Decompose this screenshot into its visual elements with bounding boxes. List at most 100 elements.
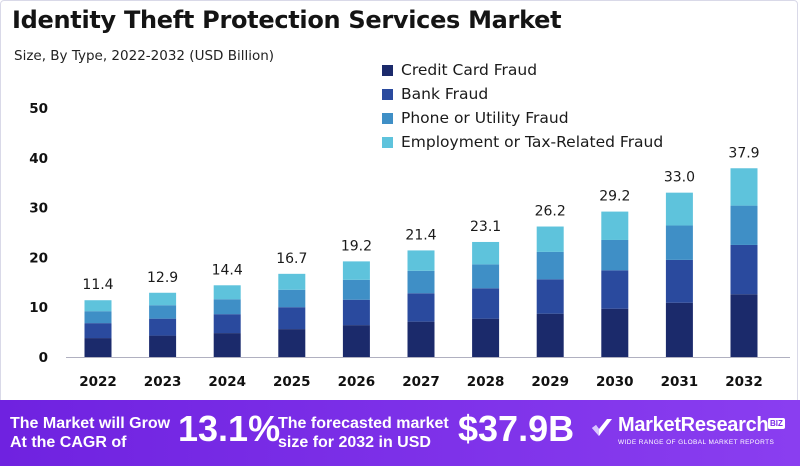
y-tick-label: 40 [29,151,48,167]
bar-segment [342,279,370,300]
bar-segment [84,323,112,339]
stacked-bar-chart: 0102030405011.4202212.9202314.4202416.72… [29,101,790,390]
legend-item-employment-or-tax-related-fraud: Employment or Tax-Related Fraud [382,130,663,154]
bar-segment [665,259,693,303]
bar-segment [407,250,435,271]
y-tick-label: 10 [29,300,48,316]
x-tick-label: 2031 [661,374,699,390]
bar-segment [730,205,758,245]
bar-segment [472,318,500,357]
bar-segment [213,314,241,334]
forecast-value: $37.9B [458,408,575,449]
bar-segment [665,192,693,226]
x-tick-label: 2026 [338,374,376,390]
legend-item-phone-or-utility-fraud: Phone or Utility Fraud [382,106,663,130]
bar-segment [84,311,112,324]
x-tick-label: 2025 [273,374,311,390]
y-tick-label: 0 [39,350,48,366]
x-tick-label: 2027 [402,374,440,390]
bar-segment [730,244,758,295]
cagr-caption: The Market will Grow At the CAGR of [10,414,170,452]
footer-banner: The Market will Grow At the CAGR of 13.1… [0,400,800,466]
bar-segment [407,270,435,294]
bar-segment [342,299,370,326]
bar-total-label: 12.9 [147,270,178,286]
bar-total-label: 29.2 [599,189,630,205]
bar-segment [342,261,370,280]
bar-segment [472,241,500,265]
bar-segment [665,302,693,357]
x-tick-label: 2024 [208,374,246,390]
legend-swatch [382,88,393,100]
legend-item-bank-fraud: Bank Fraud [382,82,663,106]
bar-segment [278,329,306,357]
bar-segment [536,313,564,357]
bar-segment [149,318,177,336]
brand-badge: BIZ [768,418,785,429]
cagr-caption-line-1: The Market will Grow [10,415,171,432]
chart-title: Identity Theft Protection Services Marke… [12,6,562,34]
cagr-caption-line-2: At the CAGR of [10,434,127,451]
brand-logo: MarketResearch BIZ WIDE RANGE OF GLOBAL … [590,414,790,454]
bar-segment [149,335,177,357]
bar-segment [536,226,564,252]
chart-legend: Credit Card Fraud Bank Fraud Phone or Ut… [382,58,663,154]
bar-segment [149,305,177,319]
brand-name: MarketResearch [618,414,769,436]
bar-total-label: 37.9 [728,145,759,161]
bar-segment [84,338,112,357]
bar-segment [536,279,564,314]
bar-segment [601,270,629,309]
legend-item-credit-card-fraud: Credit Card Fraud [382,58,663,82]
bar-segment [665,225,693,260]
legend-label: Credit Card Fraud [401,61,538,79]
legend-swatch [382,64,393,76]
bar-segment [472,288,500,319]
legend-swatch [382,112,393,124]
bar-segment [278,307,306,330]
bar-segment [601,308,629,357]
bar-segment [213,285,241,300]
bar-total-label: 26.2 [535,204,566,220]
x-tick-label: 2030 [596,374,634,390]
x-tick-label: 2032 [725,374,763,390]
bar-segment [730,168,758,206]
brand-tagline: WIDE RANGE OF GLOBAL MARKET REPORTS [618,439,775,446]
bar-segment [601,239,629,271]
bar-segment [472,264,500,289]
forecast-caption-line-2: size for 2032 in USD [278,434,431,451]
bar-segment [84,300,112,312]
x-tick-label: 2023 [144,374,182,390]
bar-segment [342,325,370,357]
bar-segment [213,299,241,315]
x-tick-label: 2029 [531,374,569,390]
bar-total-label: 11.4 [82,277,113,293]
bar-total-label: 33.0 [664,170,695,186]
y-tick-label: 50 [29,101,48,117]
bar-total-label: 14.4 [212,262,243,278]
x-tick-label: 2028 [467,374,505,390]
legend-label: Phone or Utility Fraud [401,109,569,127]
y-tick-label: 30 [29,201,48,217]
bar-segment [601,211,629,240]
checkmark-logo-icon [592,419,612,436]
legend-label: Employment or Tax-Related Fraud [401,133,664,151]
bar-total-label: 21.4 [405,227,436,243]
bar-segment [278,273,306,290]
legend-swatch [382,136,393,148]
cagr-value: 13.1% [178,408,281,449]
x-tick-label: 2022 [79,374,117,390]
legend-label: Bank Fraud [401,85,489,103]
bar-total-label: 19.2 [341,238,372,254]
bar-total-label: 16.7 [276,251,307,267]
bar-total-label: 23.1 [470,219,501,235]
bar-segment [278,289,306,308]
forecast-caption: The forecasted market size for 2032 in U… [278,414,449,452]
bar-segment [407,293,435,322]
y-tick-label: 20 [29,250,48,266]
bar-segment [149,292,177,306]
bar-segment [536,251,564,280]
bar-segment [213,333,241,357]
bar-segment [730,294,758,357]
forecast-caption-line-1: The forecasted market [278,415,449,432]
